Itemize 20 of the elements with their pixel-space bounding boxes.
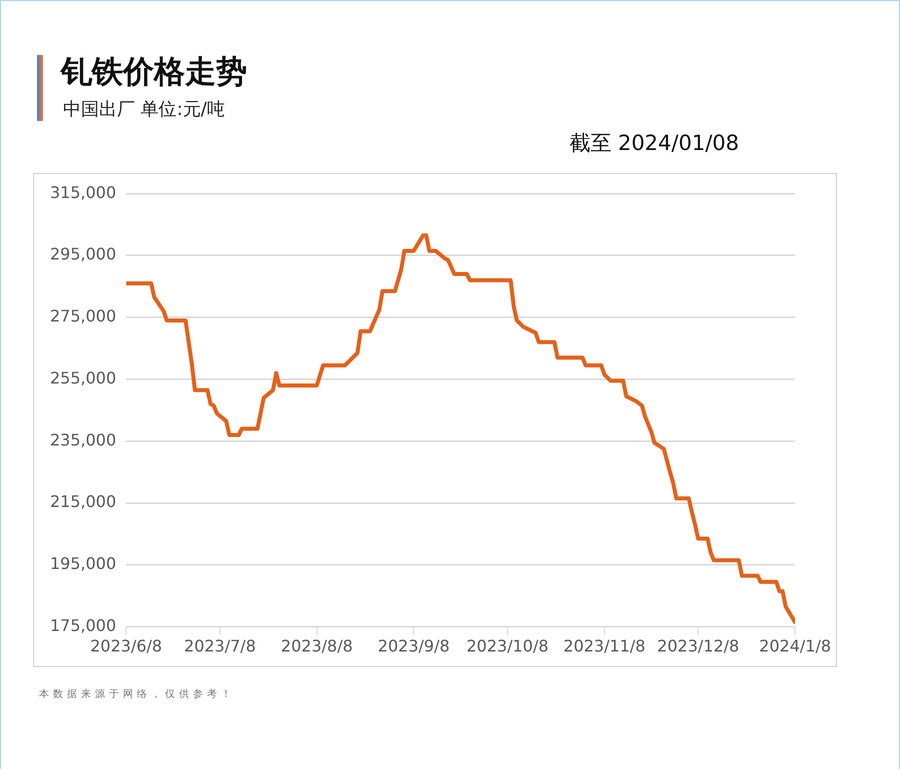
x-tick-label: 2023/8/8 — [280, 636, 353, 656]
y-tick-label: 175,000 — [50, 616, 116, 635]
x-tick-label: 2023/10/8 — [466, 636, 549, 656]
x-tick-label: 2023/6/8 — [90, 636, 162, 656]
x-tick-label: 2024/1/8 — [759, 636, 831, 656]
y-tick-label: 195,000 — [50, 554, 116, 574]
chart-subtitle: 中国出厂 单位:元/吨 — [63, 98, 225, 121]
y-tick-label: 235,000 — [50, 430, 116, 450]
text: 本数据来源于网络，仅供参考！ — [39, 688, 235, 701]
y-tick-label: 295,000 — [50, 244, 116, 264]
y-tick-label: 215,000 — [50, 492, 116, 512]
chart-title: 钆铁价格走势 — [61, 53, 247, 92]
x-tick-label: 2023/9/8 — [378, 636, 450, 656]
x-tick-label: 2023/7/8 — [184, 636, 256, 656]
y-tick-label: 255,000 — [50, 368, 116, 388]
y-tick-label: 275,000 — [50, 306, 116, 326]
x-tick-label: 2023/11/8 — [563, 636, 646, 656]
x-tick-label: 2023/12/8 — [657, 636, 740, 656]
y-tick-label: 315,000 — [50, 182, 116, 202]
text: 截至 2024/01/08 — [569, 130, 739, 157]
